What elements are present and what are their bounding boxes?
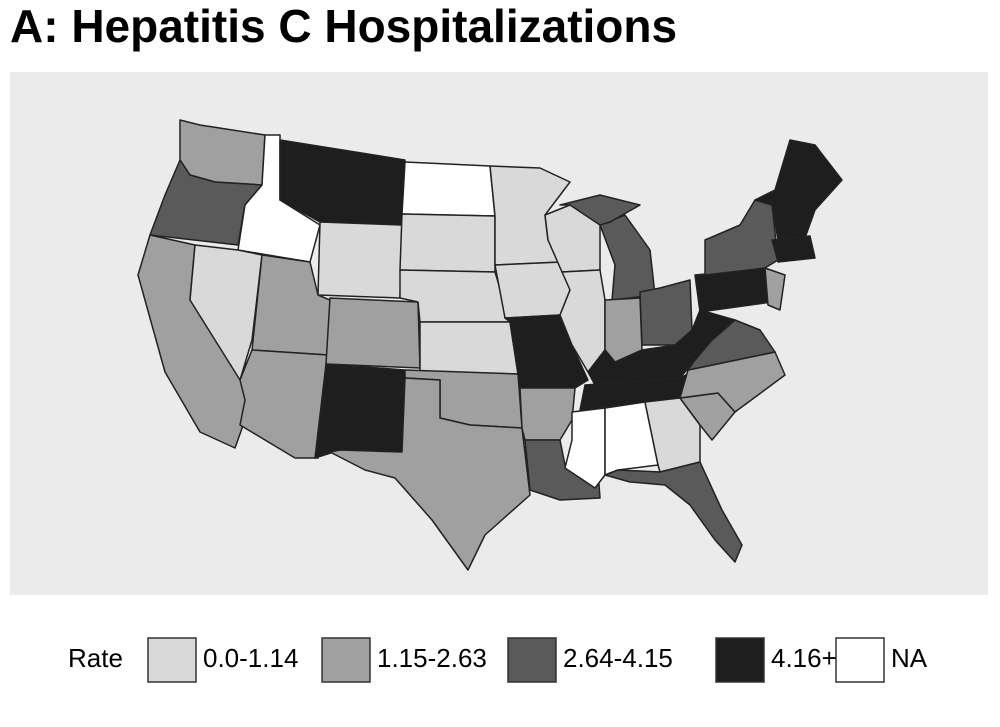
legend-label: 2.64-4.15 bbox=[563, 643, 673, 673]
us-map bbox=[137, 119, 843, 571]
legend-swatch bbox=[321, 637, 371, 683]
state bbox=[494, 261, 571, 319]
state bbox=[604, 461, 743, 563]
state bbox=[325, 297, 421, 369]
state bbox=[674, 309, 736, 361]
state bbox=[639, 279, 693, 346]
title: A: Hepatitis C Hospitalizations bbox=[10, 0, 677, 52]
state bbox=[399, 213, 496, 273]
state bbox=[314, 363, 406, 459]
legend-swatch bbox=[835, 637, 885, 683]
legend: Rate 0.0-1.14 1.15-2.63 2.64-4.15 4.16+ NA bbox=[68, 637, 928, 683]
legend-swatch bbox=[507, 637, 557, 683]
legend-swatch bbox=[147, 637, 197, 683]
state bbox=[704, 199, 779, 276]
legend-title: Rate bbox=[68, 643, 123, 673]
state bbox=[559, 194, 641, 226]
legend-label: 4.16+ bbox=[771, 643, 837, 673]
legend-label: NA bbox=[891, 643, 928, 673]
state bbox=[754, 139, 843, 241]
state bbox=[329, 377, 531, 571]
state bbox=[419, 321, 519, 375]
state bbox=[764, 267, 786, 311]
legend-swatch bbox=[715, 637, 765, 683]
legend-label: 1.15-2.63 bbox=[377, 643, 487, 673]
state bbox=[189, 244, 263, 381]
state bbox=[317, 221, 403, 299]
legend-label: 0.0-1.14 bbox=[203, 643, 298, 673]
state bbox=[401, 161, 496, 217]
state bbox=[604, 401, 659, 476]
state bbox=[771, 235, 816, 263]
